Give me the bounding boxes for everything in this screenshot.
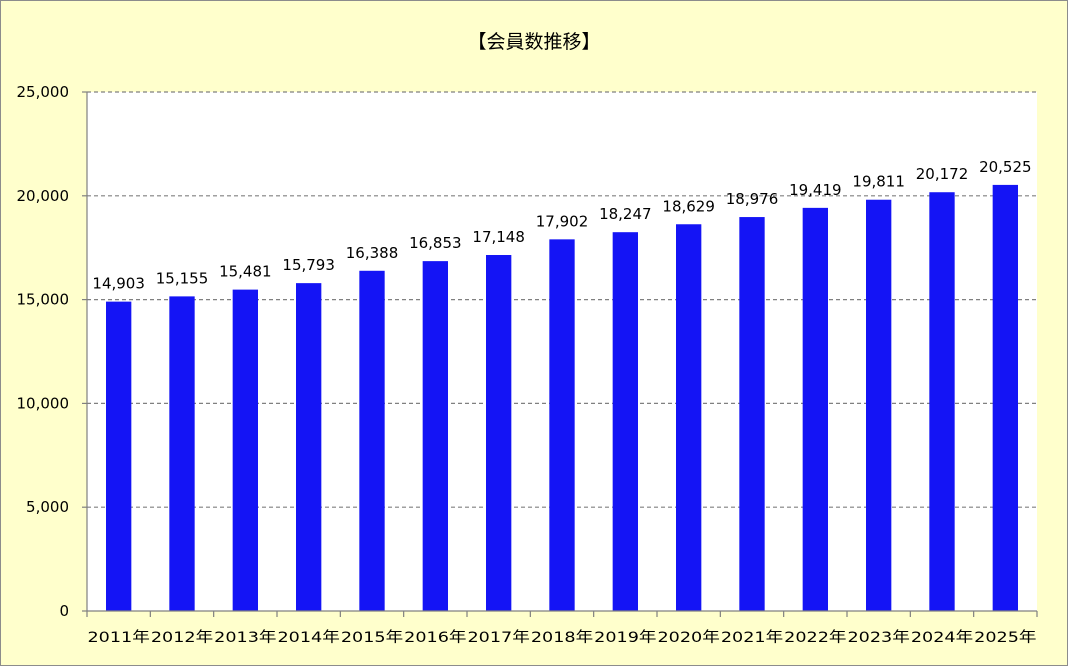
x-tick-labels: 2011年 2012年 2013年 2014年 2015年 2016年 2017年 2018年… xyxy=(88,629,1037,646)
chart-title: 【会員数推移】 xyxy=(467,31,600,53)
y-tick-label: 10,000 xyxy=(17,394,70,412)
data-label: 17,902 xyxy=(536,212,589,230)
x-tick-label: 2019年 xyxy=(594,629,656,646)
bar xyxy=(676,224,702,611)
x-tick-label: 2018年 xyxy=(531,629,593,646)
data-label: 14,903 xyxy=(92,275,145,293)
bar xyxy=(929,192,955,611)
data-label: 19,811 xyxy=(852,173,905,191)
bar xyxy=(106,301,132,611)
bars xyxy=(106,184,1018,612)
bar xyxy=(422,261,448,611)
bar xyxy=(296,283,322,611)
data-label: 20,172 xyxy=(916,165,969,183)
bar xyxy=(866,199,892,611)
x-tick-label: 2013年 xyxy=(214,629,276,646)
y-tick-label: 25,000 xyxy=(17,83,70,101)
x-tick-label: 2017年 xyxy=(468,629,530,646)
bar xyxy=(486,255,512,612)
x-tick-label: 2021年 xyxy=(721,629,783,646)
x-tick-label: 2020年 xyxy=(658,629,720,646)
y-tick-label: 20,000 xyxy=(17,187,70,205)
x-tick-label: 2011年 xyxy=(88,629,150,646)
data-label: 16,853 xyxy=(409,234,462,252)
x-tick-label: 2025年 xyxy=(974,629,1036,646)
y-tick-label: 0 xyxy=(59,602,69,620)
x-tick-label: 2012年 xyxy=(151,629,213,646)
data-label: 19,419 xyxy=(789,181,842,199)
data-labels: 14,903 15,155 15,481 15,793 16,388 16,853 17,1… xyxy=(92,158,1031,293)
data-label: 15,793 xyxy=(282,256,335,274)
bar xyxy=(612,232,638,612)
data-label: 18,247 xyxy=(599,205,652,223)
bar xyxy=(992,184,1018,611)
bar xyxy=(549,239,575,611)
x-tick-label: 2022年 xyxy=(784,629,846,646)
axes xyxy=(82,91,1038,617)
data-label: 18,976 xyxy=(726,190,779,208)
data-label: 20,525 xyxy=(979,158,1032,176)
x-tick-label: 2024年 xyxy=(911,629,973,646)
x-tick-label: 2023年 xyxy=(848,629,910,646)
bar xyxy=(802,207,828,611)
data-label: 18,629 xyxy=(662,197,715,215)
bar xyxy=(359,270,385,611)
data-label: 16,388 xyxy=(346,244,399,262)
y-tick-labels: 0 5,000 10,000 15,000 20,000 25,000 xyxy=(17,83,70,620)
bar xyxy=(232,289,258,611)
data-label: 15,481 xyxy=(219,263,272,281)
y-tick-label: 5,000 xyxy=(26,498,69,516)
bar xyxy=(739,217,765,612)
x-tick-label: 2016年 xyxy=(404,629,466,646)
data-label: 15,155 xyxy=(156,269,209,287)
bar xyxy=(169,296,195,611)
x-tick-label: 2014年 xyxy=(278,629,340,646)
y-tick-label: 15,000 xyxy=(17,291,70,309)
x-tick-label: 2015年 xyxy=(341,629,403,646)
data-label: 17,148 xyxy=(472,228,525,246)
